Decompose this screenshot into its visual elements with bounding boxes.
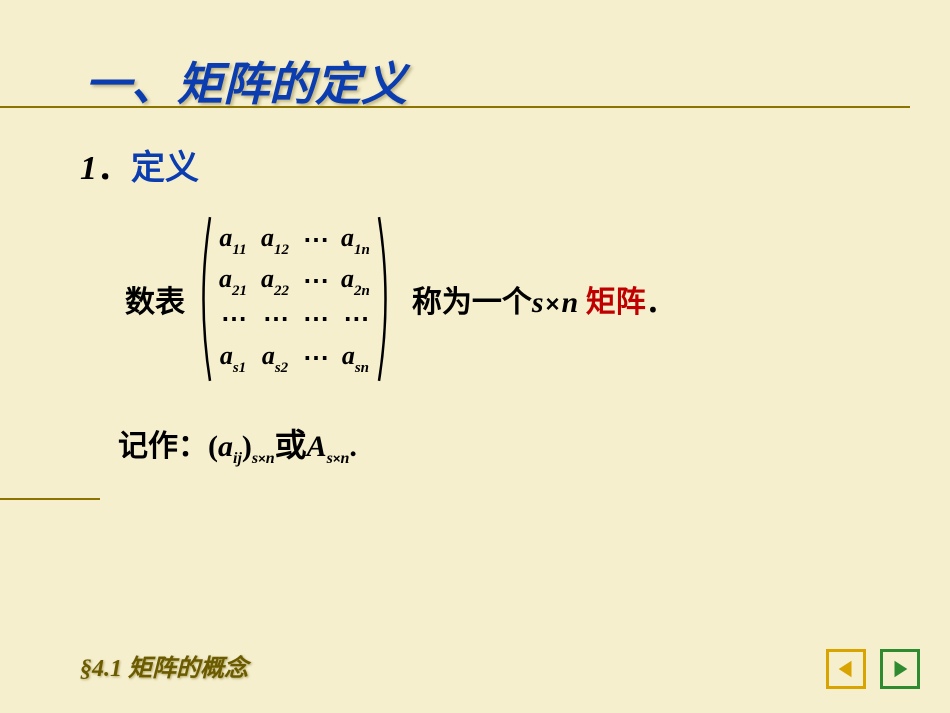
subsection-number: 1 — [80, 150, 97, 187]
matrix-cell: ⋯ — [219, 304, 247, 334]
notation-expr1: (aij)s×n — [208, 430, 275, 468]
nav-buttons — [826, 649, 920, 689]
next-button[interactable] — [880, 649, 920, 689]
matrix-cell: a2n — [341, 264, 370, 298]
notation-prefix: 记作： — [118, 421, 208, 465]
matrix-cell: ⋯ — [303, 266, 327, 296]
subsection-title: 1．定义 — [80, 140, 199, 189]
footer-label: §4.1 矩阵的概念 — [80, 648, 248, 683]
definition-row: 数表 a11 a12 ⋯ a1n a21 a22 ⋯ a2n ⋯ ⋯ ⋯ ⋯ as1 as2 ⋯ asn 称为… — [125, 215, 676, 383]
subsection-sep: ． — [97, 150, 131, 187]
left-paren-icon — [195, 215, 213, 383]
suffix-text: 称为一个 s × n 矩阵 ． — [412, 277, 676, 321]
triangle-right-icon — [889, 658, 911, 680]
matrix-cell: a21 — [219, 264, 247, 298]
prev-button[interactable] — [826, 649, 866, 689]
matrix-cell: ⋯ — [303, 304, 327, 334]
term-matrix: 矩阵 — [586, 277, 646, 321]
triangle-left-icon — [835, 658, 857, 680]
matrix-body: a11 a12 ⋯ a1n a21 a22 ⋯ a2n ⋯ ⋯ ⋯ ⋯ as1 as2 ⋯ asn — [213, 215, 376, 383]
var-s: s — [532, 286, 544, 320]
section-title: 一、矩阵的定义 — [85, 48, 407, 114]
matrix-cell: asn — [341, 341, 370, 375]
matrix-cell: ⋯ — [303, 225, 327, 255]
matrix-cell: ⋯ — [341, 304, 370, 334]
expr1-base: a — [218, 430, 233, 463]
notation-row: 记作： (aij)s×n 或 As×n . — [118, 420, 357, 468]
matrix-cell: ⋯ — [261, 304, 289, 334]
right-paren-icon — [376, 215, 394, 383]
period: ． — [646, 277, 676, 321]
matrix-display: a11 a12 ⋯ a1n a21 a22 ⋯ a2n ⋯ ⋯ ⋯ ⋯ as1 as2 ⋯ asn — [195, 215, 394, 383]
expr1-sub: ij — [233, 450, 242, 467]
matrix-cell: a22 — [261, 264, 289, 298]
matrix-cell: as1 — [219, 341, 247, 375]
matrix-cell: a12 — [261, 223, 289, 257]
slide: 一、矩阵的定义 1．定义 数表 a11a12⋯a1na21a22⋯a2n⋯⋯⋯⋯… — [0, 0, 950, 713]
matrix-cell: ⋯ — [303, 343, 327, 373]
notation-period: . — [349, 430, 357, 464]
notation-or: 或 — [275, 420, 307, 466]
prefix-text: 数表 — [125, 277, 185, 321]
subsection-text: 定义 — [131, 150, 199, 187]
short-rule — [0, 498, 100, 500]
expr2-sub-n: n — [340, 450, 349, 467]
close-paren: ) — [242, 430, 252, 463]
matrix-cell: as2 — [261, 341, 289, 375]
suffix-text-1: 称为一个 — [412, 277, 532, 321]
var-n: n — [562, 286, 579, 320]
expr2-base: A — [307, 430, 327, 463]
matrix-cell: a1n — [341, 223, 370, 257]
title-underline — [0, 106, 910, 108]
expr1-sub-n: n — [266, 450, 275, 467]
matrix-cell: a11 — [219, 223, 247, 257]
notation-expr2: As×n — [307, 430, 350, 468]
open-paren: ( — [208, 430, 218, 463]
times-icon: × — [546, 291, 560, 319]
